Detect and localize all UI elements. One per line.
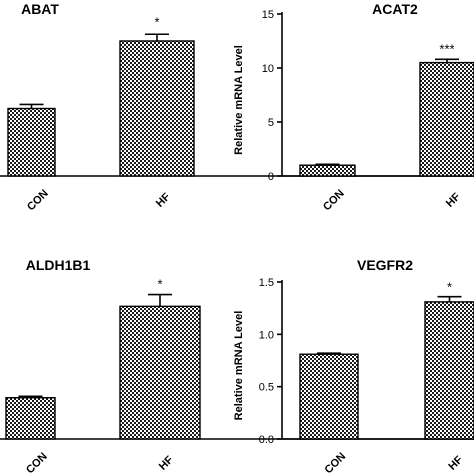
x-tick-label: HF	[154, 191, 173, 210]
chart-title: ABAT	[21, 1, 59, 17]
chart-title: ALDH1B1	[26, 257, 91, 273]
bar-con	[299, 164, 356, 177]
bar-con	[5, 397, 56, 440]
y-tick-label: 10	[262, 63, 274, 75]
chart-panel-abat: ABAT CON * HF	[0, 1, 474, 213]
bar-hf	[419, 61, 474, 177]
y-tick-label: 0.0	[259, 434, 274, 446]
bar-hf	[424, 301, 474, 440]
y-tick-label: 0.5	[259, 382, 274, 394]
chart-title: VEGFR2	[357, 257, 413, 273]
y-tick-label: 1.0	[259, 329, 274, 341]
x-tick-label: HF	[446, 454, 465, 473]
y-tick-label: 5	[268, 117, 274, 129]
x-tick-label: CON	[24, 450, 50, 474]
y-tick-label: 15	[262, 9, 274, 21]
y-axis-label: Relative mRNA Level	[233, 45, 245, 155]
chart-panel-vegfr2: VEGFR2 Relative mRNA Level 0.0 0.5 1.0 1.5 CON…	[233, 257, 474, 474]
chart-title: ACAT2	[372, 1, 418, 17]
y-axis-label: Relative mRNA Level	[233, 311, 245, 421]
significance-marker: *	[157, 277, 162, 292]
bar-con	[299, 353, 359, 440]
bar-hf	[119, 40, 195, 177]
x-tick-label: HF	[157, 454, 176, 473]
significance-marker: ***	[439, 41, 454, 56]
significance-marker: *	[447, 280, 452, 295]
y-tick-label: 1.5	[259, 277, 274, 289]
x-tick-label: CON	[322, 450, 348, 474]
significance-marker: *	[154, 14, 159, 29]
x-tick-label: CON	[25, 187, 51, 213]
chart-panel-acat2: ACAT2 Relative mRNA Level 0 5 10 15 CON *** HF	[233, 1, 474, 213]
x-tick-label: HF	[444, 191, 463, 210]
x-tick-label: CON	[321, 187, 347, 213]
y-tick-label: 0	[268, 171, 274, 183]
bar-con	[7, 107, 56, 177]
bar-hf	[119, 305, 201, 440]
